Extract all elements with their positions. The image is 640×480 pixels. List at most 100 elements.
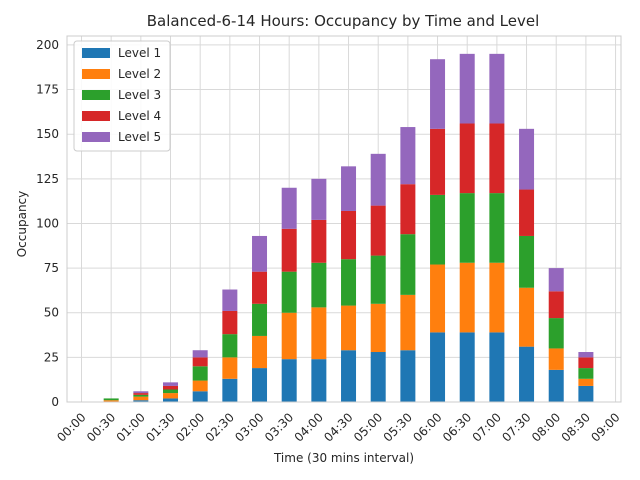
y-tick-label: 25 — [44, 350, 59, 364]
x-tick-label: 01:00 — [114, 410, 148, 444]
y-tick-label: 50 — [44, 306, 59, 320]
x-tick-label: 04:00 — [292, 410, 326, 444]
chart-title: Balanced-6-14 Hours: Occupancy by Time a… — [147, 12, 539, 30]
bar-segment — [341, 210, 357, 260]
legend-entry-label: Level 4 — [118, 109, 161, 123]
x-tick-label: 08:30 — [559, 410, 593, 444]
bar-segment — [400, 234, 416, 295]
legend-entry-label: Level 2 — [118, 67, 161, 81]
legend-swatch — [82, 90, 110, 100]
bar-segment — [163, 385, 179, 390]
bar-segment — [133, 393, 149, 395]
legend: Level 1 Level 2 Level 3 Level 4 Level 5 — [73, 40, 171, 152]
bar-segment — [430, 128, 446, 195]
legend-entry-label: Level 1 — [118, 46, 161, 60]
x-tick-label: 05:30 — [381, 410, 415, 444]
bar-segment — [281, 271, 297, 313]
bar-segment — [400, 127, 416, 185]
bar-segment — [252, 335, 268, 369]
bar-segment — [163, 393, 179, 399]
bar-segment — [163, 389, 179, 394]
bar-segment — [133, 394, 149, 397]
bar-segment — [370, 153, 386, 206]
bar-segment — [252, 235, 268, 272]
x-axis-label: Time (30 mins interval) — [273, 451, 414, 465]
bar-segment — [192, 391, 208, 402]
bar-segment — [459, 332, 475, 402]
x-tick-label: 05:00 — [351, 410, 385, 444]
bar-segment — [519, 287, 535, 347]
x-tick-label: 02:30 — [203, 410, 237, 444]
legend-swatch — [82, 48, 110, 58]
bar-segment — [192, 366, 208, 381]
y-tick-label: 0 — [51, 395, 59, 409]
bar-segment — [311, 359, 327, 402]
y-tick-label: 200 — [36, 38, 59, 52]
y-tick-label: 100 — [36, 216, 59, 230]
y-axis-label: Occupancy — [15, 191, 29, 258]
bar-segment — [133, 391, 149, 394]
bar-segment — [489, 123, 505, 194]
bar-segment — [400, 350, 416, 402]
x-tick-label: 06:30 — [440, 410, 474, 444]
x-tick-label: 00:00 — [54, 410, 88, 444]
bar-segment — [459, 123, 475, 194]
bar-segment — [548, 268, 564, 292]
x-tick-labels: 00:0000:3001:0001:3002:0002:3003:0003:30… — [54, 410, 622, 444]
bar-segment — [430, 264, 446, 333]
bar-segment — [341, 259, 357, 306]
bar-segment — [430, 332, 446, 402]
bar-segment — [281, 312, 297, 360]
bar-segment — [341, 350, 357, 402]
bar-segment — [489, 332, 505, 402]
bar-segment — [459, 193, 475, 263]
bar-segment — [281, 228, 297, 272]
legend-entry-label: Level 3 — [118, 88, 161, 102]
bar-segment — [311, 219, 327, 263]
bar-segment — [400, 184, 416, 235]
y-tick-labels: 0 25 50 75 100 125 150 175 200 — [36, 38, 59, 409]
bar-segment — [222, 357, 238, 379]
bar-segment — [192, 350, 208, 358]
bar-segment — [489, 193, 505, 263]
bar-segment — [252, 368, 268, 402]
bar-segment — [103, 400, 119, 402]
bar-segment — [578, 357, 594, 369]
bar-segment — [459, 262, 475, 333]
legend-swatch — [82, 69, 110, 79]
bar-segment — [163, 382, 179, 386]
bar-segment — [133, 396, 149, 401]
bar-segment — [222, 334, 238, 358]
x-tick-label: 09:00 — [588, 410, 622, 444]
bar-segment — [222, 378, 238, 402]
bar-segment — [578, 385, 594, 402]
bar-segment — [192, 380, 208, 392]
bar-segment — [222, 289, 238, 311]
bar-segment — [400, 294, 416, 351]
bar-stacks — [103, 53, 594, 402]
bar-segment — [548, 369, 564, 402]
bar-segment — [252, 303, 268, 336]
bar-segment — [430, 194, 446, 265]
bar-segment — [519, 235, 535, 288]
bar-segment — [370, 255, 386, 304]
x-tick-label: 01:30 — [143, 410, 177, 444]
bar-segment — [370, 205, 386, 256]
legend-entry-label: Level 5 — [118, 130, 161, 144]
bar-segment — [519, 128, 535, 190]
bar-segment — [459, 53, 475, 124]
bar-segment — [103, 398, 119, 401]
x-tick-label: 07:30 — [499, 410, 533, 444]
bar-segment — [281, 187, 297, 229]
x-tick-label: 03:30 — [262, 410, 296, 444]
bar-segment — [252, 271, 268, 304]
bar-segment — [548, 348, 564, 370]
x-tick-label: 03:00 — [232, 410, 266, 444]
bar-segment — [578, 352, 594, 358]
bar-segment — [311, 262, 327, 308]
y-tick-label: 75 — [44, 261, 59, 275]
bar-segment — [222, 310, 238, 335]
bar-segment — [341, 166, 357, 211]
bar-segment — [548, 318, 564, 349]
